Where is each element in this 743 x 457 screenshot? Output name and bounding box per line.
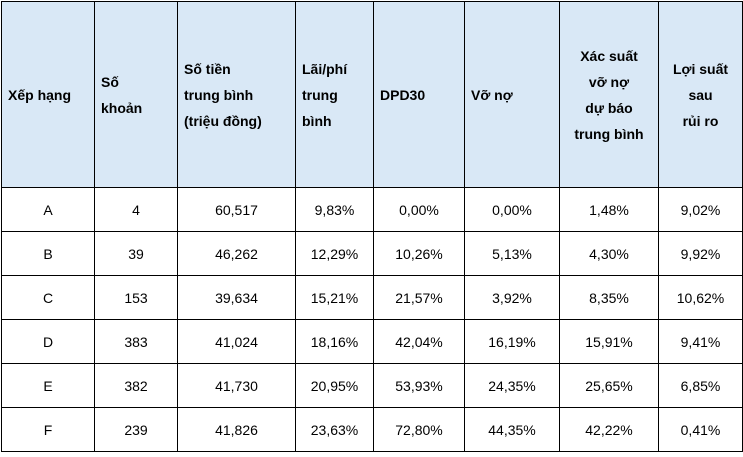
cell-default: 0,00% (464, 187, 560, 232)
cell-risk-yield: 9,92% (658, 231, 743, 276)
cell-count: 382 (94, 363, 178, 408)
cell-avg-amount: 41,826 (177, 407, 296, 452)
cell-count: 39 (94, 231, 178, 276)
cell-pred-default: 4,30% (559, 231, 659, 276)
cell-dpd30: 53,93% (373, 363, 465, 408)
cell-rank: D (1, 319, 95, 364)
cell-dpd30: 10,26% (373, 231, 465, 276)
cell-default: 5,13% (464, 231, 560, 276)
cell-avg-amount: 60,517 (177, 187, 296, 232)
table-row: F 239 41,826 23,63% 72,80% 44,35% 42,22%… (1, 407, 743, 452)
cell-avg-rate: 9,83% (295, 187, 374, 232)
cell-default: 3,92% (464, 275, 560, 320)
cell-avg-rate: 12,29% (295, 231, 374, 276)
header-avg-rate: Lãi/phí trung bình (295, 1, 374, 188)
cell-avg-amount: 46,262 (177, 231, 296, 276)
cell-pred-default: 8,35% (559, 275, 659, 320)
cell-count: 153 (94, 275, 178, 320)
cell-count: 383 (94, 319, 178, 364)
table-row: E 382 41,730 20,95% 53,93% 24,35% 25,65%… (1, 363, 743, 408)
header-count: Số khoản (94, 1, 178, 188)
cell-default: 24,35% (464, 363, 560, 408)
cell-risk-yield: 6,85% (658, 363, 743, 408)
cell-risk-yield: 10,62% (658, 275, 743, 320)
table-row: B 39 46,262 12,29% 10,26% 5,13% 4,30% 9,… (1, 231, 743, 276)
header-pred-default: Xác suất vỡ nợ dự báo trung bình (559, 1, 659, 188)
cell-avg-rate: 23,63% (295, 407, 374, 452)
cell-avg-rate: 18,16% (295, 319, 374, 364)
cell-default: 16,19% (464, 319, 560, 364)
cell-pred-default: 25,65% (559, 363, 659, 408)
cell-dpd30: 0,00% (373, 187, 465, 232)
cell-risk-yield: 0,41% (658, 407, 743, 452)
header-rank: Xếp hạng (1, 1, 95, 188)
cell-rank: E (1, 363, 95, 408)
cell-pred-default: 42,22% (559, 407, 659, 452)
header-default: Vỡ nợ (464, 1, 560, 188)
cell-avg-rate: 20,95% (295, 363, 374, 408)
cell-count: 4 (94, 187, 178, 232)
cell-dpd30: 21,57% (373, 275, 465, 320)
header-risk-yield: Lợi suất sau rủi ro (658, 1, 743, 188)
cell-risk-yield: 9,02% (658, 187, 743, 232)
header-avg-amount: Số tiền trung bình (triệu đồng) (177, 1, 296, 188)
cell-rank: C (1, 275, 95, 320)
cell-dpd30: 72,80% (373, 407, 465, 452)
cell-pred-default: 1,48% (559, 187, 659, 232)
header-row: Xếp hạng Số khoản Số tiền trung bình (tr… (1, 1, 743, 188)
cell-avg-amount: 41,024 (177, 319, 296, 364)
cell-rank: F (1, 407, 95, 452)
cell-dpd30: 42,04% (373, 319, 465, 364)
table-row: C 153 39,634 15,21% 21,57% 3,92% 8,35% 1… (1, 275, 743, 320)
table-row: A 4 60,517 9,83% 0,00% 0,00% 1,48% 9,02% (1, 187, 743, 232)
cell-rank: B (1, 231, 95, 276)
table-row: D 383 41,024 18,16% 42,04% 16,19% 15,91%… (1, 319, 743, 364)
cell-avg-rate: 15,21% (295, 275, 374, 320)
cell-avg-amount: 39,634 (177, 275, 296, 320)
cell-default: 44,35% (464, 407, 560, 452)
header-dpd30: DPD30 (373, 1, 465, 188)
cell-rank: A (1, 187, 95, 232)
cell-count: 239 (94, 407, 178, 452)
cell-risk-yield: 9,41% (658, 319, 743, 364)
cell-avg-amount: 41,730 (177, 363, 296, 408)
cell-pred-default: 15,91% (559, 319, 659, 364)
